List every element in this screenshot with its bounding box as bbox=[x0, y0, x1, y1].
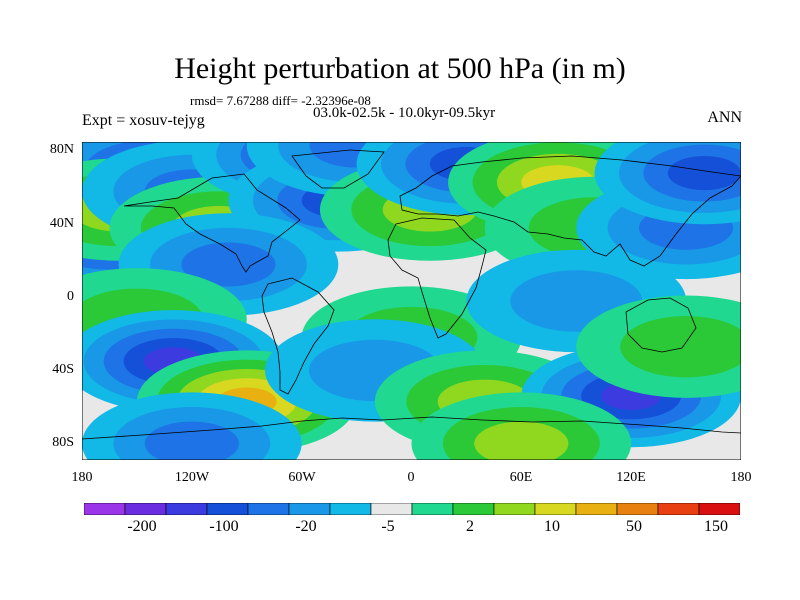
contour-map bbox=[82, 142, 741, 460]
colorbar-swatch-1 bbox=[124, 503, 167, 515]
colorbar-label-minus100: -100 bbox=[209, 518, 239, 535]
coastline-north-america bbox=[123, 173, 301, 273]
colorbar-label-minus5: -5 bbox=[381, 518, 395, 535]
height-field bbox=[82, 142, 741, 460]
coastline-south-america bbox=[261, 277, 335, 395]
colorbar-swatch-12 bbox=[575, 503, 618, 515]
coastlines bbox=[82, 149, 741, 440]
colorbar-swatch-7 bbox=[370, 503, 413, 515]
colorbar-label-50: 50 bbox=[626, 518, 642, 535]
lon-label-0: 0 bbox=[407, 470, 415, 485]
colorbar-swatch-3 bbox=[206, 503, 249, 515]
lat-label-80n: 80N bbox=[49, 142, 74, 157]
colorbar-swatch-10 bbox=[493, 503, 536, 515]
colorbar-swatch-15 bbox=[698, 503, 740, 515]
lat-label-40s: 40S bbox=[52, 362, 74, 377]
colorbar bbox=[84, 503, 740, 515]
season-label: ANN bbox=[707, 109, 742, 126]
lat-label-80s: 80S bbox=[52, 435, 74, 450]
experiment-label: Expt = xosuv-tejyg bbox=[82, 112, 205, 129]
lat-label-40n: 40N bbox=[49, 216, 74, 231]
colorbar-swatch-0 bbox=[84, 503, 126, 515]
colorbar-swatch-8 bbox=[411, 503, 454, 515]
colorbar-label-10: 10 bbox=[544, 518, 560, 535]
contour-region-24-2 bbox=[144, 421, 239, 460]
colorbar-swatch-14 bbox=[657, 503, 700, 515]
contour-region-23-1 bbox=[620, 315, 741, 378]
colorbar-swatch-4 bbox=[247, 503, 290, 515]
lon-label-60w: 60W bbox=[288, 470, 316, 485]
stats-line: rmsd= 7.67288 diff= -2.32396e-08 bbox=[190, 93, 371, 108]
colorbar-swatch-5 bbox=[288, 503, 331, 515]
coastline-greenland bbox=[291, 149, 385, 189]
lon-label-60e: 60E bbox=[509, 470, 533, 485]
lon-label-120e: 120E bbox=[616, 470, 646, 485]
colorbar-label-minus20: -20 bbox=[295, 518, 317, 535]
coastline-australia bbox=[625, 297, 697, 353]
lon-label-120w: 120W bbox=[174, 470, 210, 485]
colorbar-swatch-11 bbox=[534, 503, 577, 515]
contour-region-25-2 bbox=[474, 421, 569, 460]
lon-label-180w: 180 bbox=[71, 470, 93, 485]
colorbar-swatch-13 bbox=[616, 503, 659, 515]
coastline-eurasia bbox=[399, 155, 741, 267]
colorbar-label-2: 2 bbox=[466, 518, 474, 535]
colorbar-label-minus200: -200 bbox=[127, 518, 157, 535]
colorbar-swatch-9 bbox=[452, 503, 495, 515]
map-title: Height perturbation at 500 hPa (in m) bbox=[174, 52, 626, 85]
colorbar-swatch-6 bbox=[329, 503, 372, 515]
lon-label-180e: 180 bbox=[730, 470, 752, 485]
contour-region-13-3 bbox=[667, 156, 741, 191]
period-label: 03.0k-02.5k - 10.0kyr-09.5kyr bbox=[313, 105, 496, 121]
colorbar-swatch-2 bbox=[165, 503, 208, 515]
coastline-africa bbox=[387, 217, 487, 339]
coastline-antarctica bbox=[82, 416, 741, 440]
contour-region-14-2 bbox=[181, 242, 276, 287]
colorbar-label-150: 150 bbox=[704, 518, 728, 535]
lat-label-equator: 0 bbox=[67, 289, 74, 304]
